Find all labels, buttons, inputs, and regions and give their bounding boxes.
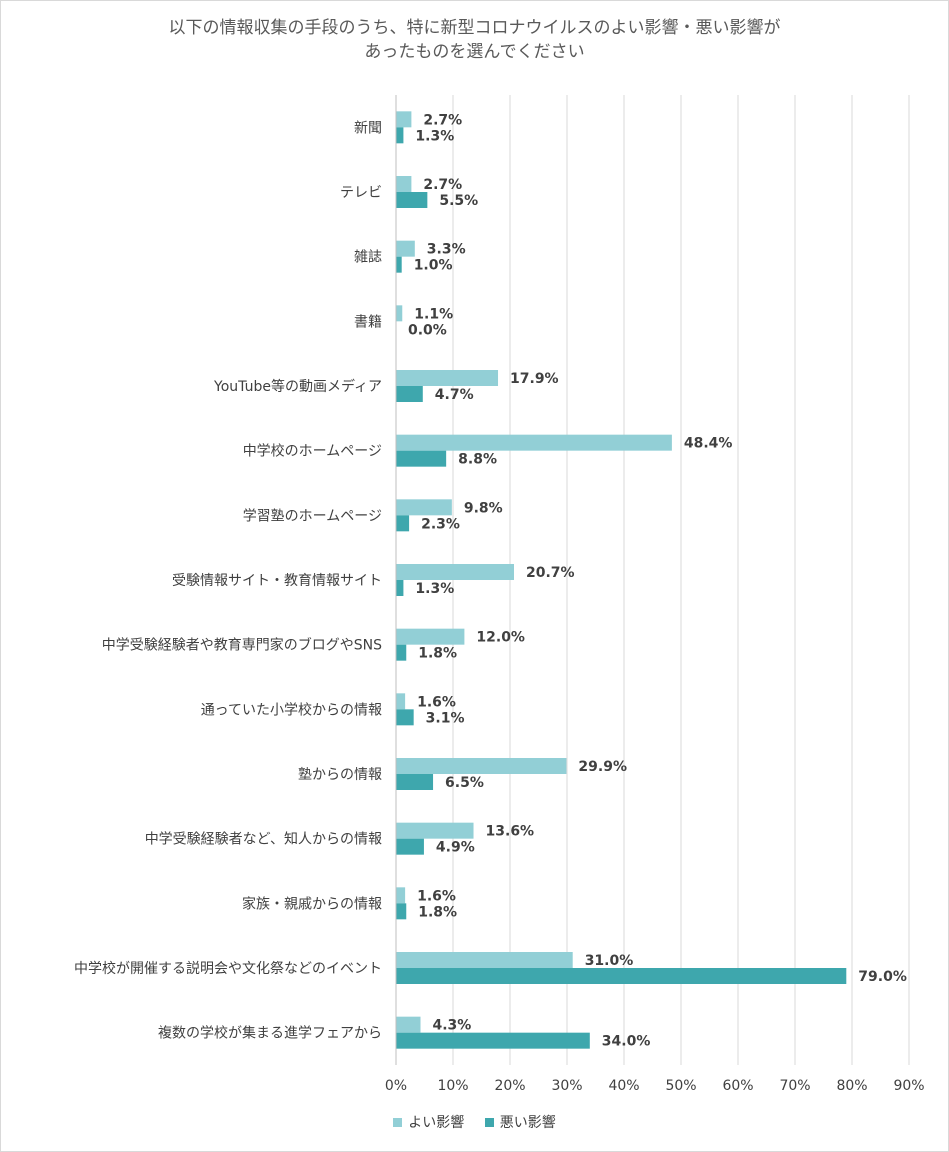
category-label-5: YouTube等の動画メディア: [213, 378, 382, 395]
bar-s1-10: [396, 693, 406, 710]
data-label-s1-2: 2.7%: [423, 177, 462, 193]
data-label-s1-15: 4.3%: [433, 1018, 472, 1034]
bar-s1-12: [396, 822, 474, 839]
bar-s2-1: [396, 127, 404, 144]
chart-legend: よい影響 悪い影響: [0, 1112, 949, 1132]
x-tick-label-0: 0%: [385, 1078, 407, 1094]
bar-s2-8: [396, 580, 404, 596]
bar-s2-15: [396, 1032, 590, 1049]
bar-s2-6: [396, 450, 447, 467]
data-label-s2-9: 1.8%: [418, 646, 457, 662]
category-label-10: 通っていた小学校からの情報: [201, 701, 382, 718]
data-label-s2-7: 2.3%: [421, 516, 460, 532]
bar-s1-5: [396, 370, 499, 386]
data-label-s2-2: 5.5%: [439, 193, 478, 209]
data-label-s1-13: 1.6%: [417, 888, 456, 904]
data-label-s1-9: 12.0%: [476, 630, 525, 646]
x-tick-label-1: 10%: [437, 1078, 468, 1094]
data-label-s1-3: 3.3%: [427, 242, 466, 258]
chart-title-line-1: 以下の情報収集の手段のうち、特に新型コロナウイルスのよい影響・悪い影響が: [168, 18, 781, 38]
bar-s1-1: [396, 111, 412, 128]
category-label-15: 複数の学校が集まる進学フェアから: [158, 1025, 382, 1042]
category-label-8: 受験情報サイト・教育情報サイト: [172, 573, 382, 589]
bar-s1-3: [396, 240, 415, 257]
bar-s2-2: [396, 192, 428, 208]
data-label-s2-8: 1.3%: [415, 581, 454, 597]
bar-s1-13: [396, 887, 406, 904]
x-tick-label-9: 90%: [893, 1078, 924, 1094]
bar-s2-12: [396, 838, 424, 855]
bar-s1-11: [396, 758, 567, 774]
bar-s1-8: [396, 564, 514, 580]
bar-s1-14: [396, 952, 573, 968]
data-label-s2-5: 4.7%: [435, 387, 474, 403]
bar-s1-7: [396, 499, 452, 516]
data-label-s2-12: 4.9%: [436, 840, 475, 856]
data-label-s1-7: 9.8%: [464, 500, 503, 516]
x-tick-label-8: 80%: [836, 1078, 867, 1094]
category-label-9: 中学受験経験者や教育専門家のブログやSNS: [102, 637, 382, 654]
category-label-6: 中学校のホームページ: [243, 443, 382, 460]
bar-s2-14: [396, 968, 847, 984]
bar-s2-3: [396, 256, 402, 273]
bar-s1-6: [396, 434, 672, 451]
category-label-7: 学習塾のホームページ: [243, 508, 382, 524]
data-label-s2-6: 8.8%: [458, 452, 497, 468]
category-label-11: 塾からの情報: [298, 767, 382, 783]
legend-item-series-2: 悪い影響: [484, 1112, 556, 1132]
category-label-3: 雑誌: [354, 250, 382, 266]
bar-s2-7: [396, 515, 410, 532]
bar-s2-11: [396, 774, 434, 790]
data-label-s2-1: 1.3%: [415, 128, 454, 144]
x-tick-label-3: 30%: [551, 1078, 582, 1094]
bar-s2-13: [396, 903, 407, 920]
x-tick-label-7: 70%: [779, 1078, 810, 1094]
category-label-1: 新聞: [354, 120, 382, 136]
data-label-s2-13: 1.8%: [418, 904, 457, 920]
data-label-s1-1: 2.7%: [423, 112, 462, 128]
data-label-s2-4: 0.0%: [408, 322, 447, 338]
legend-label-series-1: よい影響: [408, 1115, 465, 1131]
category-label-14: 中学校が開催する説明会や文化祭などのイベント: [74, 960, 382, 977]
legend-swatch-series-2: [484, 1117, 494, 1127]
legend-swatch-series-1: [393, 1117, 403, 1127]
chart-title: 以下の情報収集の手段のうち、特に新型コロナウイルスのよい影響・悪い影響が あった…: [0, 16, 949, 64]
data-label-s1-8: 20.7%: [526, 565, 575, 581]
data-label-s1-10: 1.6%: [417, 694, 456, 710]
bar-s2-9: [396, 644, 407, 661]
data-label-s1-6: 48.4%: [684, 436, 733, 452]
data-label-s2-14: 79.0%: [858, 969, 907, 985]
data-label-s1-11: 29.9%: [578, 759, 627, 775]
chart-title-line-2: あったものを選んでください: [364, 42, 585, 62]
data-label-s1-14: 31.0%: [585, 953, 634, 969]
x-tick-label-4: 40%: [608, 1078, 639, 1094]
category-label-2: テレビ: [340, 185, 382, 201]
bar-s1-9: [396, 628, 465, 645]
data-label-s1-12: 13.6%: [486, 824, 535, 840]
data-label-s2-3: 1.0%: [414, 258, 453, 274]
bar-s1-15: [396, 1016, 421, 1033]
category-label-13: 家族・親戚からの情報: [242, 895, 382, 912]
bar-s1-2: [396, 176, 412, 192]
data-label-s1-4: 1.1%: [414, 306, 453, 322]
data-label-s2-10: 3.1%: [426, 710, 465, 726]
x-tick-label-2: 20%: [494, 1078, 525, 1094]
bar-s2-10: [396, 709, 414, 726]
bar-s1-4: [396, 305, 403, 322]
category-label-4: 書籍: [354, 313, 382, 330]
category-label-12: 中学受験経験者など、知人からの情報: [145, 831, 382, 848]
data-label-s1-5: 17.9%: [510, 371, 559, 387]
data-label-s2-15: 34.0%: [602, 1034, 651, 1050]
legend-item-series-1: よい影響: [393, 1112, 464, 1132]
bar-s2-5: [396, 386, 423, 402]
x-tick-label-5: 50%: [665, 1078, 696, 1094]
data-label-s2-11: 6.5%: [445, 775, 484, 791]
x-tick-label-6: 60%: [722, 1078, 753, 1094]
legend-label-series-2: 悪い影響: [499, 1115, 556, 1131]
